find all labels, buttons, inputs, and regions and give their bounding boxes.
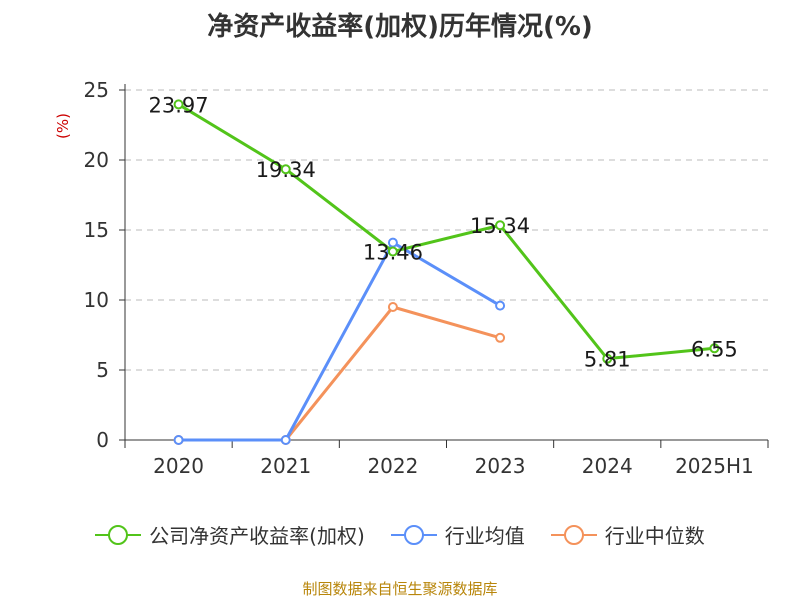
data-labels: 23.97 19.34 13.46 15.34 5.81 6.55 bbox=[149, 93, 738, 371]
x-tick-label: 2021 bbox=[260, 454, 311, 478]
legend-item: 行业均值 bbox=[390, 520, 525, 549]
legend-item: 公司净资产收益率(加权) bbox=[95, 520, 365, 549]
data-label: 19.34 bbox=[256, 158, 316, 182]
data-point bbox=[173, 99, 184, 110]
grid-lines bbox=[125, 89, 768, 371]
y-tick-label: 10 bbox=[84, 288, 109, 312]
data-point bbox=[495, 300, 506, 311]
data-label: 13.46 bbox=[363, 241, 423, 265]
data-point bbox=[709, 343, 720, 354]
legend: 公司净资产收益率(加权) 行业均值 行业中位数 bbox=[0, 520, 800, 549]
series-line bbox=[177, 103, 715, 361]
x-tick-label: 2024 bbox=[582, 454, 633, 478]
x-tick-label: 2025H1 bbox=[675, 454, 754, 478]
data-point bbox=[495, 220, 506, 231]
data-label: 15.34 bbox=[470, 214, 530, 238]
data-point bbox=[280, 164, 291, 175]
data-point bbox=[280, 435, 291, 445]
x-tick-label: 2023 bbox=[475, 454, 526, 478]
axes: 0 5 10 15 20 25 (%) 2020 2021 2022 2023 2024 2025H1 bbox=[54, 78, 769, 478]
y-tick-label: 20 bbox=[84, 148, 109, 172]
source-note: 制图数据来自恒生聚源数据库 bbox=[302, 580, 498, 598]
data-point bbox=[387, 246, 398, 257]
data-label: 6.55 bbox=[691, 337, 738, 361]
data-label: 5.81 bbox=[584, 348, 631, 372]
y-axis-label: (%) bbox=[54, 113, 72, 139]
y-tick-label: 0 bbox=[96, 428, 109, 452]
legend-label: 行业均值 bbox=[444, 524, 525, 548]
series-lines bbox=[173, 99, 720, 445]
legend-label: 行业中位数 bbox=[604, 524, 705, 548]
legend-label: 公司净资产收益率(加权) bbox=[149, 524, 365, 548]
legend-swatch bbox=[550, 524, 597, 545]
data-point bbox=[602, 353, 613, 364]
x-tick-label: 2022 bbox=[367, 454, 418, 478]
chart-title: 净资产收益率(加权)历年情况(%) bbox=[207, 12, 593, 42]
y-tick-label: 5 bbox=[96, 358, 109, 382]
legend-swatch bbox=[95, 524, 142, 545]
y-tick-label: 25 bbox=[84, 78, 109, 102]
data-label: 23.97 bbox=[149, 93, 209, 117]
legend-item: 行业中位数 bbox=[550, 520, 705, 549]
y-tick-label: 15 bbox=[84, 218, 109, 242]
series-line bbox=[178, 305, 501, 442]
data-point bbox=[173, 435, 184, 445]
series-line bbox=[178, 241, 501, 442]
data-point bbox=[495, 332, 506, 343]
legend-swatch bbox=[390, 524, 437, 545]
x-tick-label: 2020 bbox=[153, 454, 204, 478]
data-point bbox=[387, 302, 398, 312]
